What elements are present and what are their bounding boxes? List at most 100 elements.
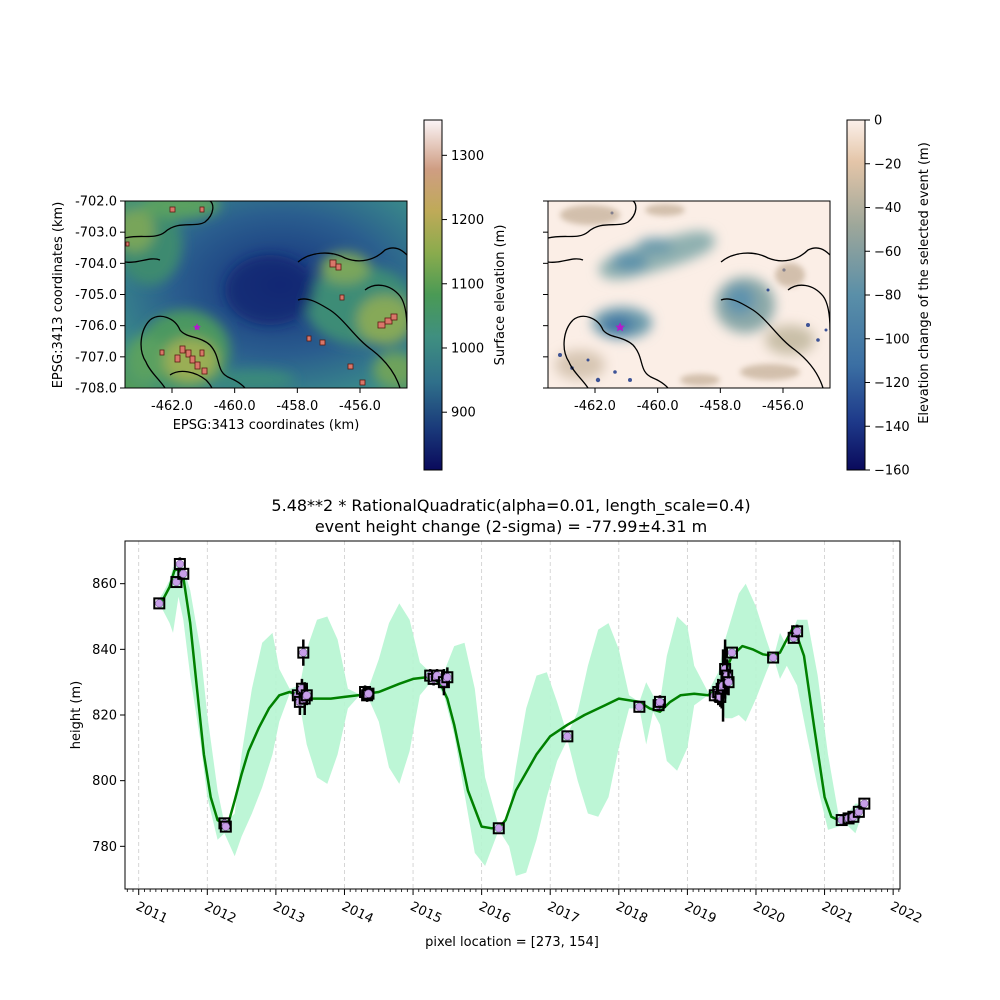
colorbar-tick-label: −40: [874, 201, 901, 216]
x-tick-label: -462.0: [574, 399, 616, 414]
observation-point: [635, 702, 644, 711]
x-tick-label: -456.0: [762, 399, 804, 414]
observation-square: [725, 646, 738, 659]
observation-point: [724, 678, 733, 687]
elevation-map-x-ticks: -462.0 -460.0 -458.0 -456.0: [151, 388, 381, 414]
colorbar-tick-label: −120: [874, 376, 910, 391]
observation-square: [561, 730, 574, 743]
event-star-marker-2: [615, 322, 625, 332]
y-tick-label: -705.0: [75, 288, 117, 303]
observation-square: [722, 676, 735, 689]
colorbar-tick-label: 1300: [451, 149, 484, 164]
elevation-change-colorbar: 0 −20 −40 −60 −80 −100 −120 −140 −160 Elevation …: [846, 114, 932, 479]
x-tick-label: 2020: [751, 899, 787, 927]
elevation-change-map-y-ticks: [543, 200, 548, 389]
gp-band-area: [155, 564, 866, 876]
x-tick-label: -460.0: [214, 399, 256, 414]
elevation-change-map-panel: -462.0 -460.0 -458.0 -456.0: [543, 200, 831, 414]
observation-point: [727, 648, 737, 657]
colorbar-tick-label: 1100: [451, 277, 484, 292]
observation-square: [791, 625, 804, 638]
colorbar-tick-label: −80: [874, 289, 901, 304]
observation-point: [860, 799, 869, 808]
observations: [153, 557, 871, 835]
x-tick-label: 2022: [888, 899, 924, 927]
colorbar-tick-label: 1200: [451, 213, 484, 228]
observation-point: [155, 599, 164, 608]
elevation-heatmap: [125, 201, 407, 388]
colorbar-tick-label: 1000: [451, 341, 484, 356]
y-tick-label: -703.0: [75, 226, 117, 241]
elevation-colorbar-label: Surface elevation (m): [493, 225, 508, 366]
y-tick-label: -707.0: [75, 350, 117, 365]
x-tick-label: 2019: [682, 899, 718, 927]
observation-square: [170, 576, 183, 589]
observation-point: [563, 732, 572, 741]
observation-point: [299, 648, 308, 657]
elevation-map-y-ticks: -702.0 -703.0 -704.0 -705.0 -706.0 -707.0 -708…: [75, 195, 125, 397]
observation-square: [177, 567, 190, 580]
timeseries-panel: 5.48**2 * RationalQuadratic(alpha=0.01, …: [69, 496, 924, 950]
x-tick-label: -460.0: [637, 399, 679, 414]
x-tick-label: 2011: [133, 899, 169, 927]
observation-square: [441, 671, 454, 684]
elevation-colorbar-ticks: 900 1000 1100 1200 1300: [442, 149, 484, 421]
x-tick-label: 2017: [545, 899, 581, 927]
observation-square: [153, 597, 166, 610]
x-tick-label: -458.0: [699, 399, 741, 414]
colorbar-tick-label: 900: [451, 406, 476, 421]
timeseries-xlabel: pixel location = [273, 154]: [425, 935, 599, 950]
observation-point: [179, 569, 188, 578]
colorbar-tick-label: −140: [874, 420, 910, 435]
timeseries-x-ticks: 2011 2012 2013 2014 2015 2016 2017 2018 2019 2020…: [126, 889, 924, 927]
observation-point: [494, 824, 503, 833]
x-tick-label: 2021: [819, 899, 855, 927]
colorbar-tick-label: −20: [874, 157, 901, 172]
timeseries-y-ticks: 780 800 820 840 860: [92, 577, 125, 855]
observation-point: [175, 559, 184, 569]
elevation-change-map-x-ticks: -462.0 -460.0 -458.0 -456.0: [574, 388, 804, 414]
colorbar-tick-label: −60: [874, 245, 901, 260]
timeseries-title-line2: event height change (2-sigma) = -77.99±4…: [315, 517, 707, 536]
gp-uncertainty-band: [155, 564, 866, 876]
observation-square: [300, 689, 313, 702]
x-tick-label: 2013: [271, 899, 307, 927]
y-tick-label: 820: [92, 709, 117, 724]
elevation-colorbar-bar: [423, 119, 443, 471]
x-tick-label: -458.0: [276, 399, 318, 414]
x-tick-label: 2018: [613, 899, 649, 927]
y-tick-label: -702.0: [75, 195, 117, 210]
observation-point: [221, 822, 230, 831]
observation-square: [362, 687, 375, 700]
observation-square: [653, 695, 666, 708]
y-tick-label: 860: [92, 577, 117, 592]
observation-point: [364, 689, 373, 698]
elevation-map-ylabel: EPSG:3413 coordinates (km): [51, 202, 66, 389]
y-tick-label: -708.0: [75, 382, 117, 397]
elevation-change-heatmap: [548, 201, 830, 388]
colorbar-tick-label: −160: [874, 464, 910, 479]
colorbar-tick-label: 0: [874, 114, 882, 129]
observation-square: [219, 820, 232, 833]
y-tick-label: 780: [92, 840, 117, 855]
elevation-change-colorbar-bar: [846, 119, 866, 471]
observation-square: [492, 822, 505, 835]
event-star-marker: [193, 323, 201, 331]
elevation-map-panel: -462.0 -460.0 -458.0 -456.0 -702.0-703.0-70…: [51, 195, 408, 433]
observation-point: [655, 697, 665, 706]
x-tick-label: 2016: [476, 899, 512, 927]
y-tick-label: 800: [92, 774, 117, 789]
elevation-change-colorbar-label: Elevation change of the selected event (…: [917, 142, 932, 424]
x-tick-label: 2015: [408, 899, 444, 927]
x-tick-label: -456.0: [339, 399, 381, 414]
y-tick-label: -706.0: [75, 319, 117, 334]
observation-square: [633, 700, 646, 713]
observation-point: [793, 627, 802, 636]
observation-square: [297, 646, 310, 659]
observation-point: [443, 673, 452, 682]
observation-square: [858, 797, 871, 810]
elevation-change-colorbar-ticks: 0 −20 −40 −60 −80 −100 −120 −140 −160: [865, 114, 910, 479]
x-tick-label: 2014: [339, 899, 375, 927]
x-tick-label: 2012: [202, 899, 238, 927]
